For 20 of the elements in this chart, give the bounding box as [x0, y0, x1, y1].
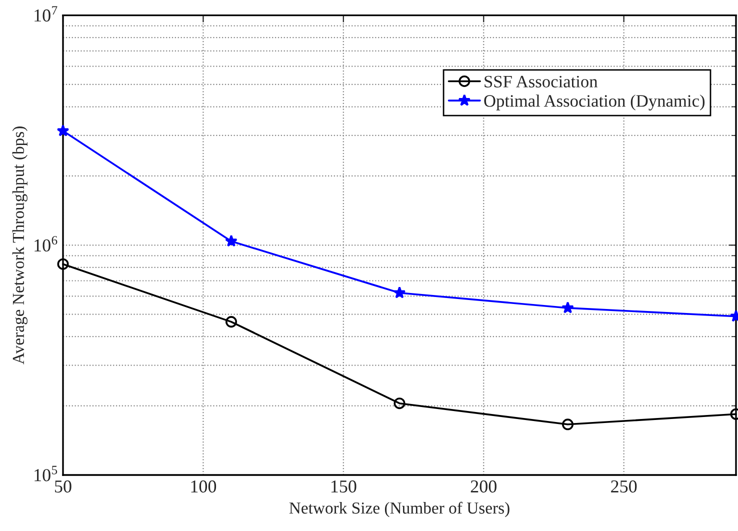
legend-label: Optimal Association (Dynamic)	[484, 94, 705, 110]
y-axis-title: Average Network Throughput (bps)	[12, 126, 28, 364]
point	[57, 258, 69, 270]
point	[393, 286, 406, 298]
y-tick-label: 10$^{7}$	[34, 6, 58, 22]
point	[562, 302, 574, 314]
point	[225, 234, 238, 247]
x-tick-label: 50	[55, 480, 72, 493]
point	[56, 124, 70, 136]
x-tick-label: 100	[191, 480, 216, 493]
legend-label: SSF Association	[484, 76, 598, 88]
point	[394, 398, 406, 410]
x-tick-label: 250	[611, 480, 637, 493]
y-tick-label: 10$^{5}$	[34, 466, 58, 482]
y-tick-label: 10$^{6}$	[34, 236, 58, 252]
point	[562, 418, 574, 430]
x-axis-title: Network Size (Number of Users)	[289, 502, 510, 518]
x-tick-label: 150	[331, 480, 356, 493]
point	[225, 316, 238, 328]
x-tick-label: 200	[470, 480, 496, 493]
